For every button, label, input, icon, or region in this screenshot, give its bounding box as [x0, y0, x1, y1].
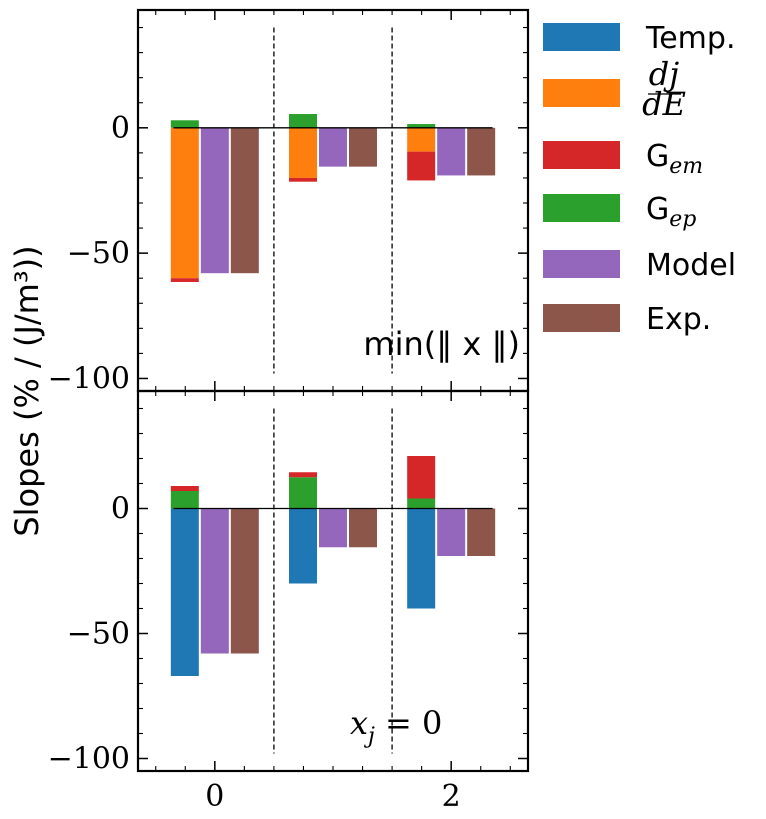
x-tick-label: 0 — [205, 779, 224, 814]
bar-gep-panel2-x0 — [170, 491, 199, 509]
bar-gem-panel1-x1 — [289, 177, 317, 182]
legend-label-sub: ep — [669, 207, 696, 232]
y-axis-label-group: Slopes (% / (J/m³)) — [8, 245, 46, 536]
bar-gep-panel2-x1 — [289, 477, 317, 509]
bar-model-panel2-x0 — [200, 508, 229, 654]
bar-gem-panel2-x1 — [289, 472, 317, 478]
legend-item-gem: Gem — [543, 139, 703, 179]
y-tick-label: −100 — [48, 361, 130, 396]
bar-gep-panel1-x2 — [407, 124, 436, 128]
y-tick-label: −50 — [67, 617, 130, 652]
bar-model-panel1-x0 — [200, 127, 229, 274]
legend-label-exp: Exp. — [646, 302, 711, 337]
legend-swatch-gep — [543, 194, 620, 222]
legend-label-model: Model — [646, 248, 736, 283]
bar-temp-panel2-x0 — [170, 508, 199, 676]
bar-djde-panel1-x2 — [407, 127, 436, 152]
bar-gem-panel1-x0 — [170, 278, 199, 282]
bar-gem-panel2-x2 — [407, 456, 436, 499]
bar-temp-panel2-x2 — [407, 508, 436, 609]
bar-exp-panel1-x0 — [230, 127, 259, 274]
legend-swatch-djde — [543, 79, 620, 107]
legend-swatch-gem — [543, 141, 620, 169]
bar-exp-panel1-x2 — [467, 127, 496, 176]
legend-swatch-temp — [543, 23, 620, 51]
legend-label-gep: Gep — [646, 192, 696, 232]
annotation-base: x — [350, 704, 368, 742]
bar-model-panel1-x1 — [319, 127, 347, 167]
legend-item-gep: Gep — [543, 192, 696, 232]
legend-item-model: Model — [543, 248, 736, 283]
legend-label-denominator: dE — [642, 85, 686, 123]
annotation-rest: = 0 — [375, 704, 443, 742]
legend-swatch-model — [543, 250, 620, 278]
legend-label-temp: Temp. — [645, 21, 736, 56]
bar-gep-panel2-x2 — [407, 498, 436, 509]
panel-2: 0 −50 −100 xj = 0 — [48, 389, 530, 777]
legend-item-temp: Temp. — [543, 21, 736, 56]
bar-exp-panel1-x1 — [349, 127, 377, 167]
bar-model-panel2-x2 — [437, 508, 466, 556]
bar-model-panel2-x1 — [319, 508, 347, 548]
legend-label-base: G — [646, 139, 669, 174]
bar-exp-panel2-x0 — [230, 508, 259, 654]
x-tick-label: 2 — [442, 779, 461, 814]
bar-temp-panel2-x1 — [289, 508, 317, 584]
bar-djde-panel1-x1 — [289, 127, 317, 178]
bar-gep-panel1-x1 — [289, 114, 317, 128]
y-tick-label: 0 — [111, 111, 130, 146]
legend-swatch-exp — [543, 304, 620, 332]
legend-label-gem: Gem — [646, 139, 703, 179]
bar-gep-panel1-x0 — [170, 120, 199, 128]
bar-exp-panel2-x1 — [349, 508, 377, 548]
bar-gem-panel2-x0 — [170, 486, 199, 491]
legend-label-numerator: dj — [649, 55, 679, 93]
bar-gem-panel1-x2 — [407, 151, 436, 181]
y-axis-label: Slopes (% / (J/m³)) — [8, 245, 46, 536]
legend-label-base: G — [646, 192, 669, 227]
y-tick-label: −100 — [48, 742, 130, 777]
panel-1: 0 −50 −100 min(‖ x ‖) — [48, 8, 530, 396]
legend-label-sub: em — [669, 154, 703, 179]
bar-exp-panel2-x2 — [467, 508, 496, 556]
bar-model-panel1-x2 — [437, 127, 466, 176]
y-tick-label: 0 — [111, 492, 130, 527]
legend-item-exp: Exp. — [543, 302, 711, 337]
bar-djde-panel1-x0 — [170, 127, 199, 279]
panel-annotation-math: xj = 0 — [350, 704, 442, 749]
y-tick-label: −50 — [67, 236, 130, 271]
panel-annotation: min(‖ x ‖) — [363, 325, 520, 363]
